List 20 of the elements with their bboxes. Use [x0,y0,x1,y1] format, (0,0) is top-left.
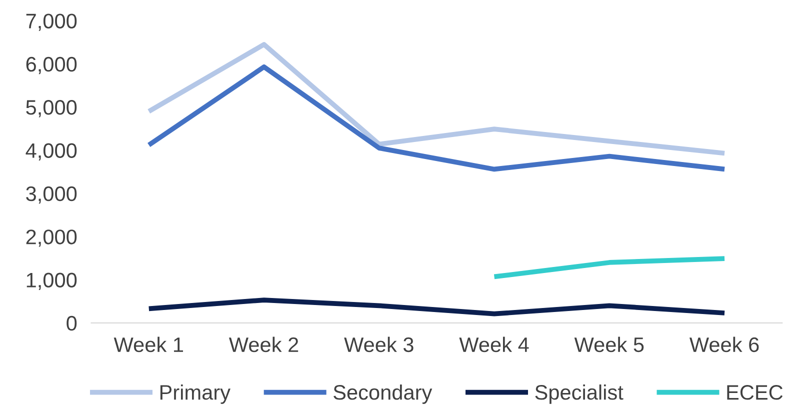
y-tick-label: 7,000 [26,14,77,31]
legend-label: Secondary [334,384,432,404]
x-tick-label: Week 6 [689,336,759,352]
legend-label: Primary [160,384,230,404]
x-tick-label: Week 4 [459,336,529,352]
y-tick-label: 1,000 [26,272,77,290]
line-series [146,64,727,172]
y-tick-label: 6,000 [26,56,77,74]
x-tick-label: Week 3 [344,336,414,352]
y-tick-label: 5,000 [26,100,77,118]
y-tick-label: 4,000 [26,143,77,160]
x-tick-label: Week 1 [114,336,183,352]
legend-label: Specialist [535,384,624,404]
y-tick-label: 0 [66,316,77,331]
y-tick-label: 2,000 [26,230,77,247]
line-series [146,42,727,156]
x-tick-label: Week 2 [228,336,298,352]
y-tick-label: 3,000 [26,186,77,204]
x-tick-label: Week 5 [574,336,644,352]
legend-label: ECEC [727,385,783,400]
